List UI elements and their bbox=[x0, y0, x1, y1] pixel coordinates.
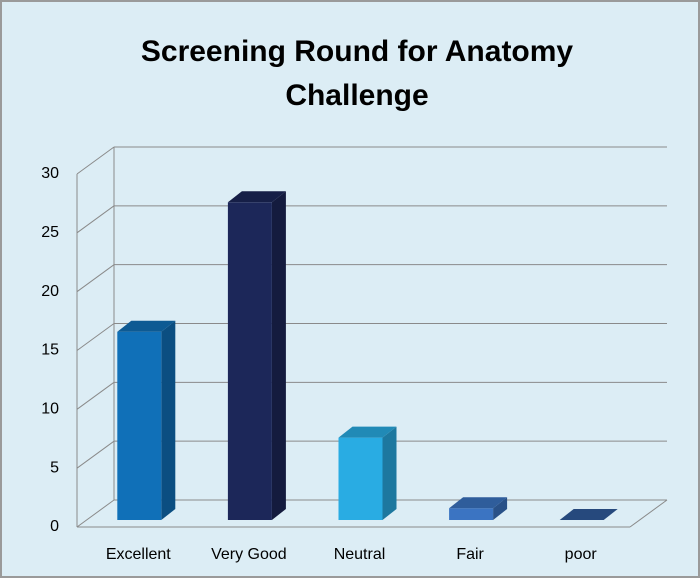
y-tick-label: 25 bbox=[41, 224, 59, 241]
y-tick-label: 30 bbox=[41, 165, 59, 182]
bar bbox=[449, 508, 494, 520]
bar bbox=[227, 202, 272, 521]
grid-line bbox=[76, 264, 115, 293]
chart-title: Screening Round for Anatomy Challenge bbox=[140, 35, 574, 112]
bar-side bbox=[493, 497, 508, 520]
grid-line bbox=[76, 440, 115, 469]
x-tick-label: Neutral bbox=[334, 546, 386, 563]
bar-top bbox=[117, 320, 176, 332]
bar-top bbox=[338, 426, 397, 438]
y-tick-label: 0 bbox=[50, 518, 59, 535]
grid-line bbox=[76, 381, 115, 410]
x-tick-label: Very Good bbox=[211, 546, 287, 563]
x-tick-label: Fair bbox=[456, 546, 484, 563]
y-tick-label: 15 bbox=[41, 342, 59, 359]
bar-side bbox=[382, 426, 397, 520]
bar-top bbox=[559, 509, 618, 520]
bar-side bbox=[161, 320, 176, 520]
bar-top bbox=[449, 497, 508, 509]
bar-top bbox=[227, 191, 286, 203]
bar bbox=[117, 331, 162, 520]
grid-line bbox=[76, 499, 115, 528]
y-tick-label: 10 bbox=[41, 401, 59, 418]
floor-edge bbox=[629, 499, 668, 528]
grid-line bbox=[76, 146, 115, 175]
bar-side bbox=[271, 191, 286, 521]
x-tick-label: Excellent bbox=[106, 546, 171, 563]
y-tick-label: 20 bbox=[41, 283, 59, 300]
grid-line bbox=[76, 205, 115, 234]
y-tick-label: 5 bbox=[50, 459, 59, 476]
bar bbox=[338, 437, 383, 520]
x-tick-label: poor bbox=[565, 546, 598, 563]
grid-line bbox=[76, 323, 115, 351]
